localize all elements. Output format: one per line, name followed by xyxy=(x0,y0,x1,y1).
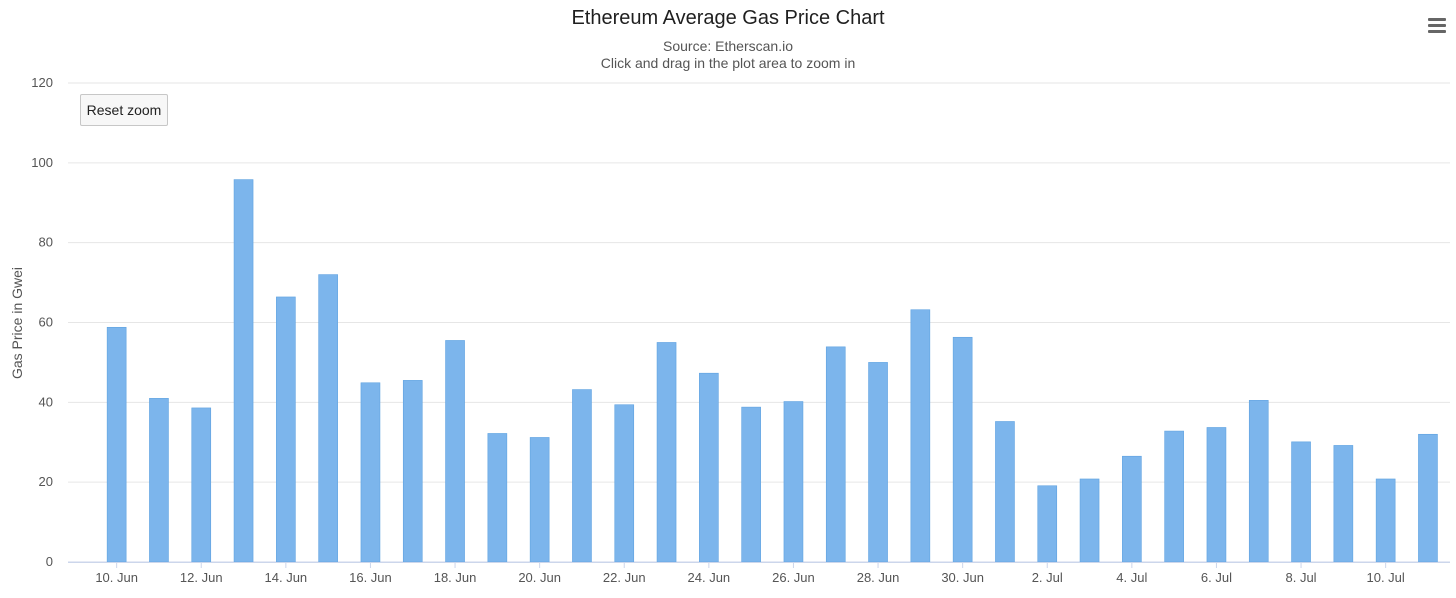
bar[interactable] xyxy=(276,296,296,563)
chart-subtitle-instruction: Click and drag in the plot area to zoom … xyxy=(600,55,856,71)
bar[interactable] xyxy=(1375,478,1396,563)
bar[interactable] xyxy=(868,362,888,563)
bar[interactable] xyxy=(191,407,212,563)
bar[interactable] xyxy=(572,389,592,563)
x-tick-label: 12. Jun xyxy=(180,570,223,585)
x-tick-label: 2. Jul xyxy=(1032,570,1063,585)
reset-zoom-button[interactable]: Reset zoom xyxy=(80,94,168,126)
bar[interactable] xyxy=(1037,485,1058,563)
y-tick-label: 80 xyxy=(39,235,53,250)
bar[interactable] xyxy=(1248,400,1269,563)
bar[interactable] xyxy=(1206,427,1227,563)
x-tick-label: 20. Jun xyxy=(518,570,561,585)
bar[interactable] xyxy=(741,406,761,563)
bar[interactable] xyxy=(402,380,423,563)
x-tick-label: 16. Jun xyxy=(349,570,392,585)
bar[interactable] xyxy=(487,433,508,563)
y-tick-label: 60 xyxy=(39,315,53,330)
y-axis-label: Gas Price in Gwei xyxy=(9,267,25,379)
bar[interactable] xyxy=(1291,441,1311,563)
x-tick-label: 18. Jun xyxy=(434,570,477,585)
y-tick-label: 20 xyxy=(39,474,53,489)
bar[interactable] xyxy=(1164,430,1184,563)
x-tick-label: 30. Jun xyxy=(941,570,984,585)
x-tick-label: 28. Jun xyxy=(857,570,900,585)
bar[interactable] xyxy=(1122,455,1142,563)
bars[interactable] xyxy=(106,179,1438,563)
bar[interactable] xyxy=(233,179,254,563)
y-axis: 0 20 40 60 80 100 120 xyxy=(31,75,53,569)
x-tick-label: 6. Jul xyxy=(1201,570,1232,585)
bar[interactable] xyxy=(699,372,719,563)
hamburger-menu-icon[interactable] xyxy=(1425,14,1451,36)
chart-title: Ethereum Average Gas Price Chart xyxy=(571,7,885,29)
bar[interactable] xyxy=(656,342,677,563)
x-axis: 10. Jun 12. Jun 14. Jun 16. Jun 18. Jun 20. J… xyxy=(68,562,1450,585)
chart-subtitle-source: Source: Etherscan.io xyxy=(663,38,793,54)
x-tick-label: 22. Jun xyxy=(603,570,646,585)
bar[interactable] xyxy=(529,437,550,563)
x-tick-label: 10. Jul xyxy=(1366,570,1404,585)
y-tick-label: 0 xyxy=(46,554,53,569)
bar[interactable] xyxy=(614,404,635,563)
y-tick-label: 40 xyxy=(39,394,53,409)
x-tick-label: 10. Jun xyxy=(95,570,138,585)
bar[interactable] xyxy=(825,346,846,563)
x-tick-label: 4. Jul xyxy=(1116,570,1147,585)
bar[interactable] xyxy=(106,326,127,563)
bar[interactable] xyxy=(149,398,169,563)
y-tick-label: 100 xyxy=(31,155,53,170)
bar[interactable] xyxy=(445,340,465,563)
y-tick-label: 120 xyxy=(31,75,53,90)
bar[interactable] xyxy=(995,421,1015,563)
x-tick-label: 8. Jul xyxy=(1286,570,1317,585)
bar[interactable] xyxy=(1079,478,1100,563)
bar[interactable] xyxy=(1418,433,1438,563)
bar[interactable] xyxy=(360,382,381,563)
bar[interactable] xyxy=(910,309,931,563)
x-tick-label: 14. Jun xyxy=(265,570,308,585)
bar[interactable] xyxy=(783,401,804,563)
bar[interactable] xyxy=(1333,445,1354,563)
bar[interactable] xyxy=(952,336,973,563)
x-tick-label: 26. Jun xyxy=(772,570,815,585)
bar[interactable] xyxy=(318,274,338,563)
x-tick-label: 24. Jun xyxy=(688,570,731,585)
